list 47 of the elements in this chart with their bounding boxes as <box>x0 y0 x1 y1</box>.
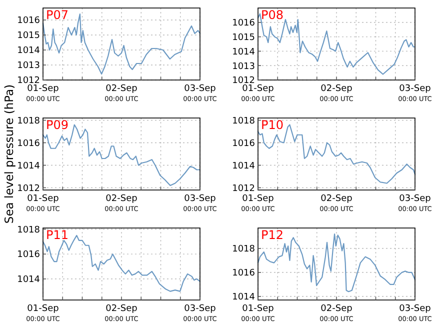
x-tick-label: 01-Sep 00:00 UTC <box>26 194 60 213</box>
y-tick-label: 1014 <box>17 161 40 172</box>
y-tick-label: 1012 <box>17 184 40 194</box>
y-tick-label: 1014 <box>232 161 256 172</box>
chart-title: P12 <box>261 228 284 242</box>
y-tick-label: 1018 <box>17 116 40 126</box>
y-tick-label: 1015 <box>17 31 40 42</box>
x-tick-label: 03-Sep 00:00 UTC <box>183 194 218 213</box>
chart-title: P07 <box>46 8 69 22</box>
x-tick-label: 03-Sep 00:00 UTC <box>398 304 432 323</box>
x-tick-label: 01-Sep 00:00 UTC <box>241 194 276 213</box>
y-tick-label: 1016 <box>232 18 256 29</box>
x-tick-label: 01-Sep 00:00 UTC <box>241 304 276 323</box>
y-tick-label: 1018 <box>232 116 256 126</box>
x-tick-label: 01-Sep 00:00 UTC <box>241 84 276 103</box>
y-tick-label: 1014 <box>232 292 256 303</box>
x-tick-label: 03-Sep 00:00 UTC <box>183 304 218 323</box>
x-tick-label: 03-Sep 00:00 UTC <box>398 194 432 213</box>
y-tick-label: 1016 <box>17 138 40 149</box>
y-tick-label: 1016 <box>17 250 40 260</box>
x-tick-label: 02-Sep 00:00 UTC <box>104 84 139 103</box>
x-tick-label: 03-Sep 00:00 UTC <box>398 84 432 103</box>
y-tick-label: 1016 <box>232 138 256 149</box>
x-tick-label: 03-Sep 00:00 UTC <box>183 84 218 103</box>
y-tick-label: 1013 <box>17 61 40 72</box>
chart-title: P08 <box>261 8 284 22</box>
y-tick-label: 1014 <box>17 46 40 56</box>
y-tick-label: 1013 <box>232 62 255 72</box>
x-tick-label: 01-Sep 00:00 UTC <box>26 304 60 323</box>
x-tick-label: 02-Sep 00:00 UTC <box>320 304 354 323</box>
x-tick-label: 02-Sep 00:00 UTC <box>320 194 354 213</box>
y-tick-label: 1018 <box>232 244 256 255</box>
y-tick-label: 1016 <box>232 268 256 279</box>
x-tick-label: 02-Sep 00:00 UTC <box>104 304 139 323</box>
chart-title: P11 <box>46 228 69 242</box>
y-tick-label: 1015 <box>232 32 255 43</box>
y-tick-label: 1018 <box>17 225 40 236</box>
y-tick-label: 1014 <box>17 275 40 286</box>
chart-title: P09 <box>46 118 69 132</box>
y-axis-title: Sea level pressure (hPa) <box>2 84 16 224</box>
y-tick-label: 1014 <box>232 47 256 58</box>
y-tick-label: 1012 <box>232 184 255 194</box>
y-tick-label: 1016 <box>17 16 40 26</box>
chart-title: P10 <box>261 118 284 132</box>
x-tick-label: 02-Sep 00:00 UTC <box>104 194 139 213</box>
x-tick-label: 01-Sep 00:00 UTC <box>26 84 60 103</box>
x-tick-label: 02-Sep 00:00 UTC <box>320 84 354 103</box>
